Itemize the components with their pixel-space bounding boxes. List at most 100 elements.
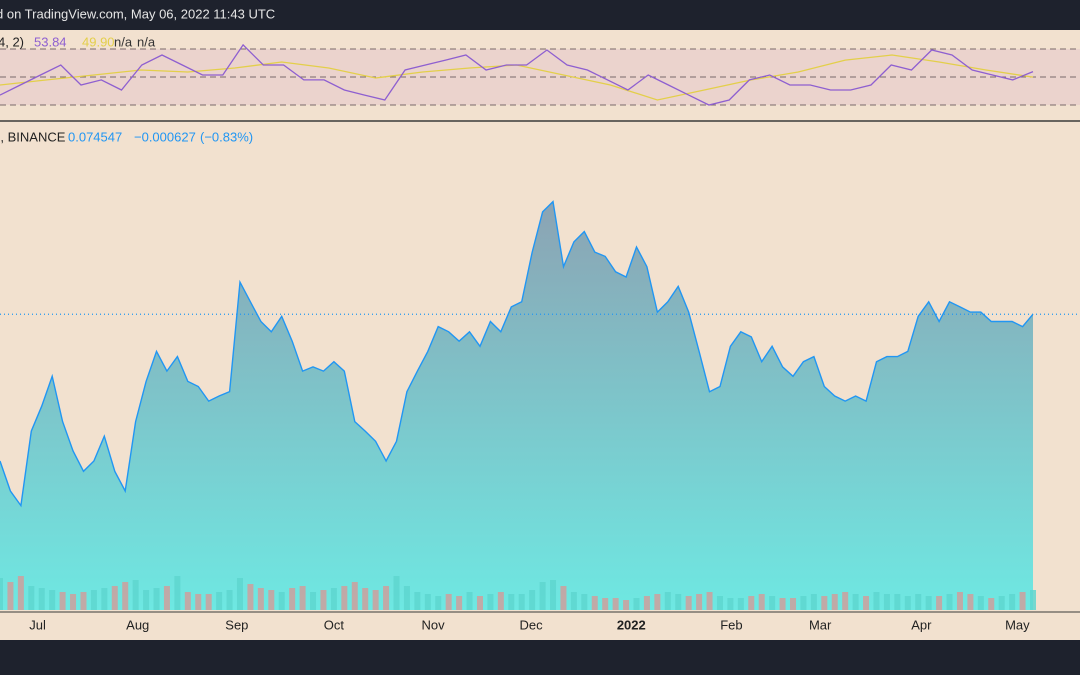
volume-bar (946, 594, 953, 610)
volume-bar (17, 576, 24, 610)
price-change: −0.000627 (134, 129, 196, 144)
volume-bar (883, 594, 890, 610)
volume-bar (7, 582, 14, 610)
volume-bar (716, 596, 723, 610)
price-pane: Jul Aug Sep Oct Nov Dec 2022 Feb Mar Apr May D, BIN… (0, 129, 1080, 632)
price-area (0, 201, 1033, 610)
volume-bar (508, 594, 515, 610)
volume-bar (257, 588, 264, 610)
volume-bar (518, 594, 525, 610)
volume-bar (163, 586, 170, 610)
rsi-legend-value: 53.84 (34, 34, 67, 49)
volume-bar (101, 588, 108, 610)
volume-bar (90, 590, 97, 610)
volume-bar (28, 586, 35, 610)
rsi-legend-value: n/a (137, 34, 156, 49)
volume-bar (299, 586, 306, 610)
volume-bar (842, 592, 849, 610)
volume-bar (570, 592, 577, 610)
x-tick-label: Sep (225, 617, 248, 632)
rsi-pane: 4, 2) 53.84 49.90 n/a n/a (0, 34, 1080, 106)
volume-bar (831, 594, 838, 610)
volume-bar (330, 588, 337, 610)
volume-bar (184, 592, 191, 610)
volume-bar (278, 592, 285, 610)
volume-bar (59, 592, 66, 610)
volume-bar (111, 586, 118, 610)
volume-bar (0, 578, 3, 610)
x-tick-label: Apr (911, 617, 932, 632)
volume-bar (863, 596, 870, 610)
volume-bar (800, 596, 807, 610)
volume-bar (643, 596, 650, 610)
volume-bar (320, 590, 327, 610)
x-tick-label: Jul (29, 617, 46, 632)
volume-bar (310, 592, 317, 610)
volume-bar (977, 596, 984, 610)
volume-bar (497, 592, 504, 610)
x-tick-label: Mar (809, 617, 832, 632)
volume-bar (247, 584, 254, 610)
price-legend-label: D, BINANCE (0, 129, 66, 144)
x-tick-label: 2022 (617, 617, 646, 632)
volume-bar (560, 586, 567, 610)
volume-bar (915, 594, 922, 610)
volume-bar (132, 580, 139, 610)
volume-bar (80, 592, 87, 610)
volume-bar (967, 594, 974, 610)
volume-bar (988, 598, 995, 610)
volume-bar (466, 592, 473, 610)
volume-bar (894, 594, 901, 610)
volume-bar (612, 598, 619, 610)
volume-bar (487, 594, 494, 610)
x-tick-label: May (1005, 617, 1030, 632)
volume-bar (998, 596, 1005, 610)
price-legend-value: 0.074547 (68, 129, 122, 144)
volume-bar (550, 580, 557, 610)
volume-bar (205, 594, 212, 610)
volume-bar (456, 596, 463, 610)
volume-bar (341, 586, 348, 610)
rsi-legend-value: 49.90 (82, 34, 115, 49)
volume-bar (268, 590, 275, 610)
volume-bar (664, 592, 671, 610)
rsi-legend-label: 4, 2) (0, 34, 24, 49)
volume-bar (216, 592, 223, 610)
volume-bar (153, 588, 160, 610)
volume-bar (748, 596, 755, 610)
rsi-line (0, 43, 1034, 106)
volume-bar (591, 596, 598, 610)
volume-bar (236, 578, 243, 610)
volume-bar (195, 594, 202, 610)
volume-bar (956, 592, 963, 610)
volume-bar (539, 582, 546, 610)
volume-bar (769, 596, 776, 610)
volume-bar (936, 596, 943, 610)
volume-bar (403, 586, 410, 610)
volume-bar (372, 590, 379, 610)
volume-bar (445, 594, 452, 610)
volume-bar (737, 598, 744, 610)
volume-bar (904, 596, 911, 610)
volume-bar (810, 594, 817, 610)
x-tick-label: Feb (720, 617, 742, 632)
volume-bar (654, 594, 661, 610)
volume-bar (790, 598, 797, 610)
volume-bar (529, 590, 536, 610)
volume-bar (706, 592, 713, 610)
rsi-legend-value: n/a (114, 34, 133, 49)
volume-bar (873, 592, 880, 610)
volume-bar (685, 596, 692, 610)
volume-bar (70, 594, 77, 610)
volume-bar (758, 594, 765, 610)
volume-bar (852, 594, 859, 610)
volume-bar (49, 590, 56, 610)
x-tick-label: Dec (520, 617, 544, 632)
price-line (0, 200, 1034, 508)
volume-bar (1009, 594, 1016, 610)
volume-bar (1030, 590, 1036, 610)
volume-bar (393, 576, 400, 610)
volume-bar (623, 600, 630, 610)
